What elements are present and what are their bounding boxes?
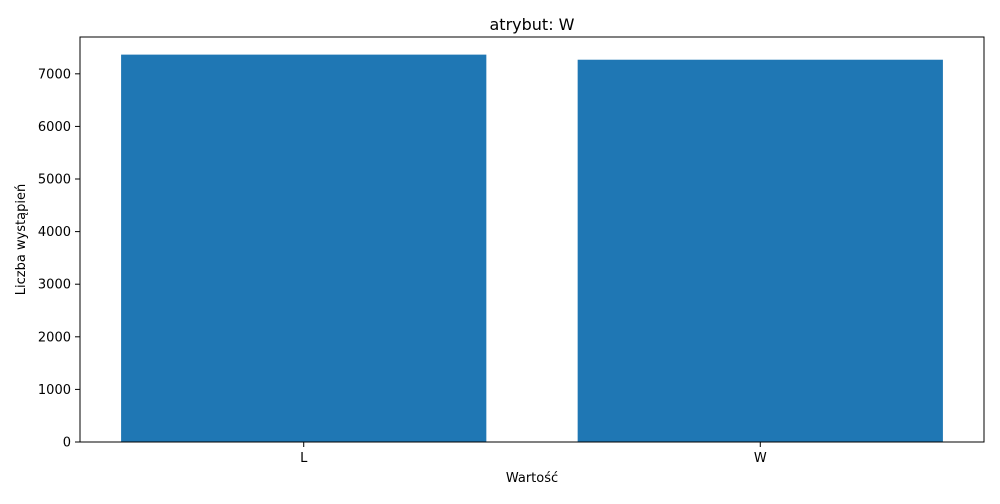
x-tick-label: W <box>754 451 767 466</box>
bar-L <box>121 54 487 443</box>
y-tick-label: 6000 <box>38 120 71 135</box>
y-tick-label: 5000 <box>38 173 71 188</box>
y-tick-label: 2000 <box>38 330 71 345</box>
y-tick-label: 7000 <box>38 67 71 82</box>
bars-layer <box>121 54 943 443</box>
y-axis-label: Liczba wystąpień <box>14 184 29 295</box>
y-tick-label: 1000 <box>38 383 71 398</box>
x-axis-label: Wartość <box>506 471 558 486</box>
x-tick-label: L <box>300 451 308 466</box>
y-axis: 0 1000 2000 3000 4000 5000 6000 7000 <box>38 67 80 451</box>
y-tick-label: 4000 <box>38 225 71 240</box>
plot-frame <box>79 36 985 443</box>
bar-W <box>577 59 943 442</box>
y-tick-label: 0 <box>63 436 71 451</box>
chart-title: atrybut: W <box>490 15 575 34</box>
y-tick-label: 3000 <box>38 278 71 293</box>
